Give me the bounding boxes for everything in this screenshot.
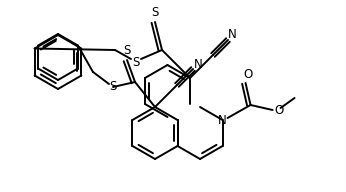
Text: N: N	[228, 27, 236, 41]
Text: S: S	[132, 56, 140, 70]
Text: S: S	[151, 6, 159, 18]
Text: O: O	[243, 68, 252, 80]
Text: N: N	[194, 57, 202, 70]
Text: N: N	[218, 113, 227, 127]
Text: S: S	[123, 45, 131, 57]
Text: O: O	[274, 103, 283, 117]
Text: S: S	[109, 80, 117, 94]
